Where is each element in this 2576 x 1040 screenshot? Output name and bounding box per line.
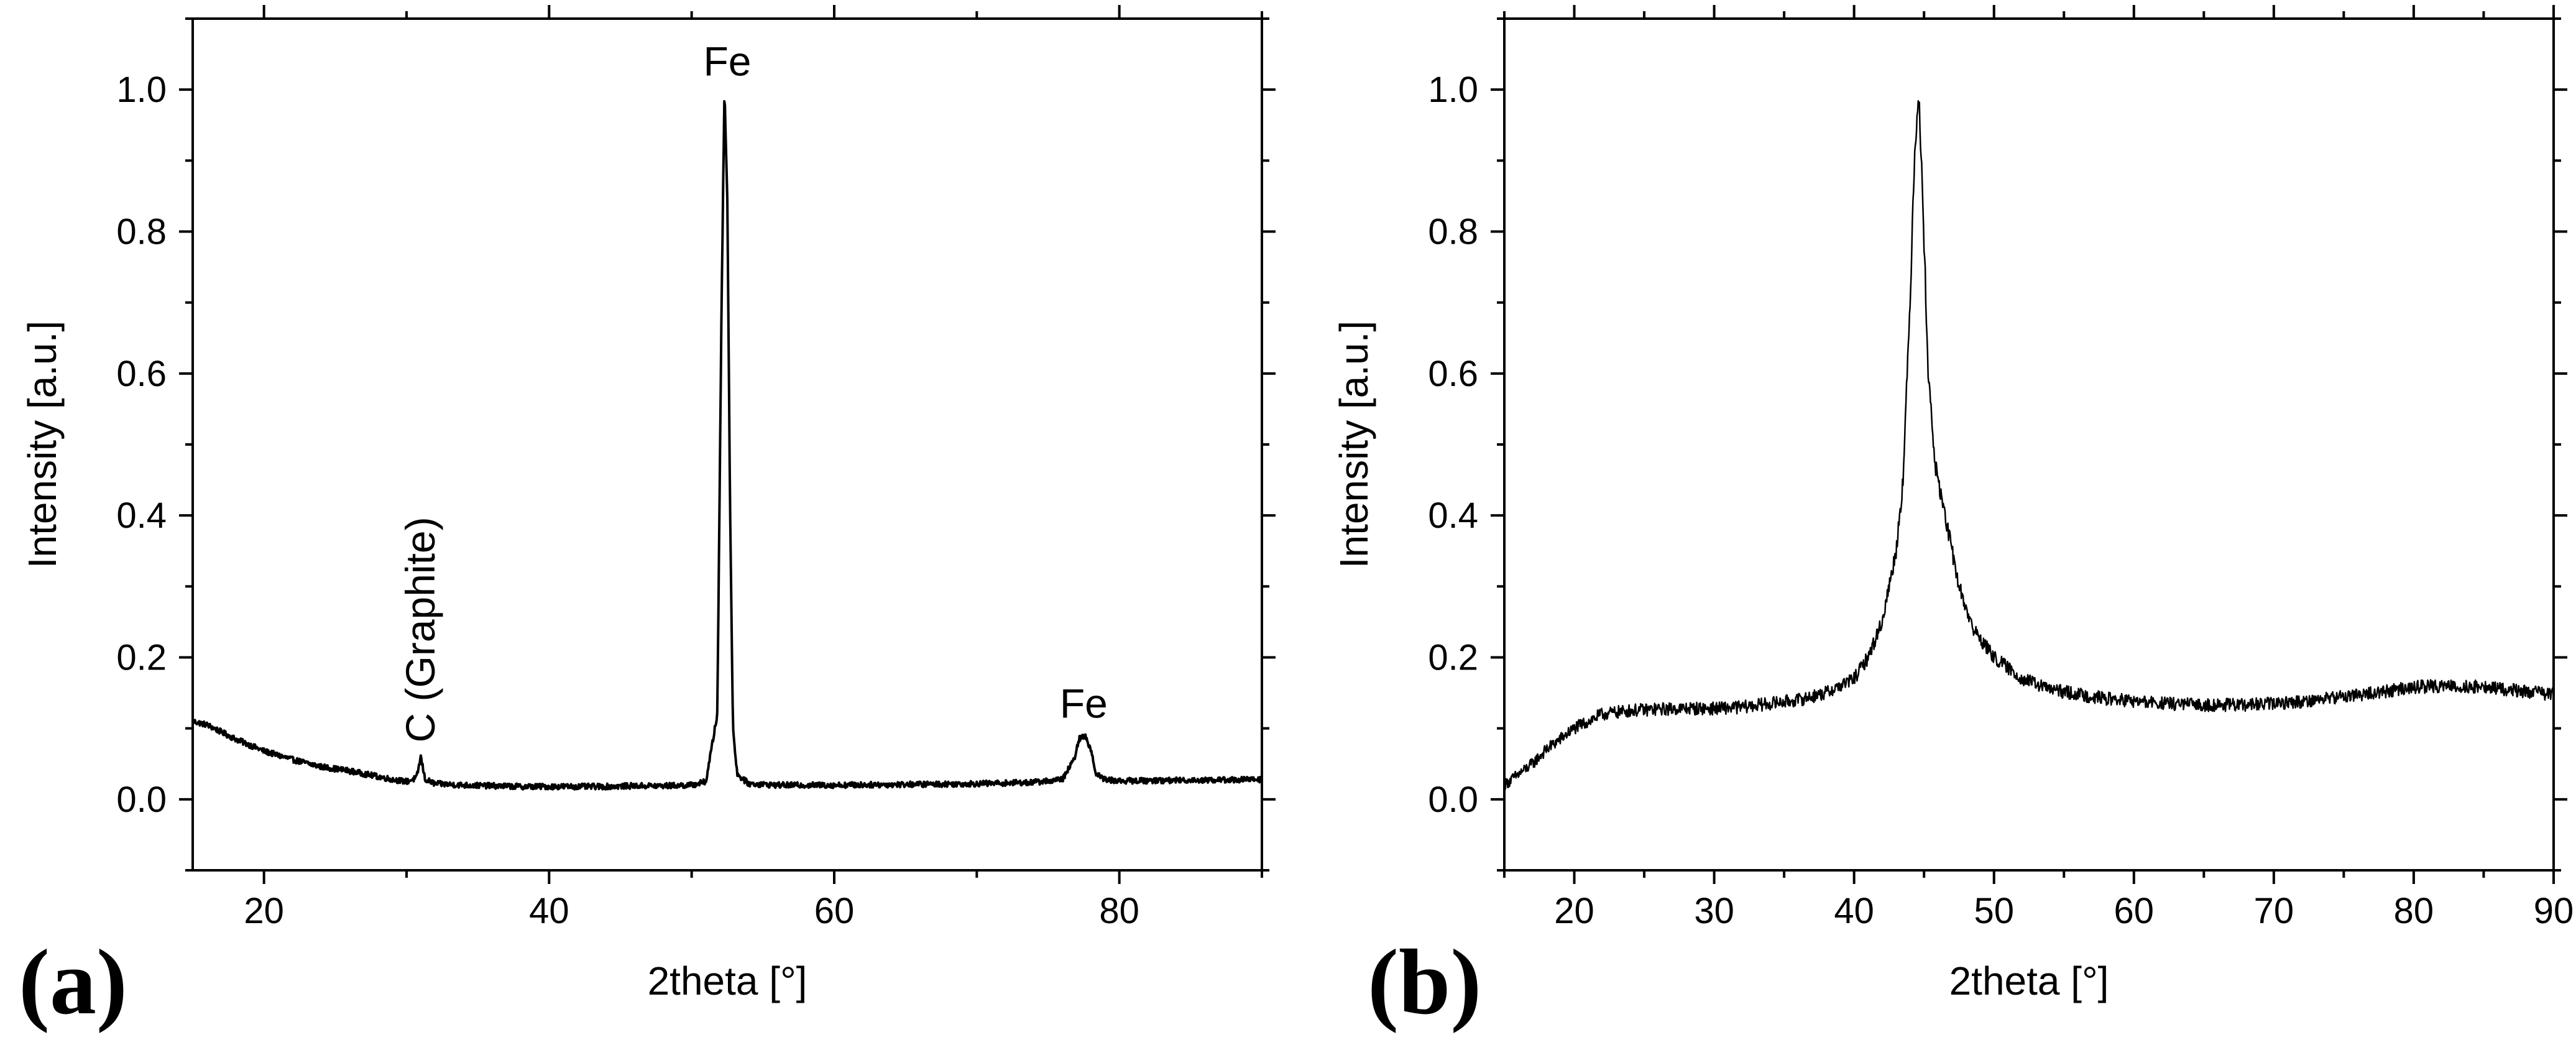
peak-annotation: C (Graphite)	[397, 517, 443, 742]
y-tick-label: 0.2	[116, 638, 167, 678]
x-tick-label: 20	[244, 891, 284, 931]
y-axis-title: Intensity [a.u.]	[20, 321, 65, 568]
panel-label: (b)	[1368, 931, 1481, 1034]
plot-frame	[191, 17, 1263, 872]
x-tick-label: 60	[2114, 891, 2155, 931]
x-axis-title: 2theta [°]	[648, 959, 807, 1003]
x-tick-label: 70	[2254, 891, 2294, 931]
y-axis-title: Intensity [a.u.]	[1332, 321, 1376, 568]
y-tick-label: 1.0	[1428, 70, 1478, 110]
y-tick-label: 0.6	[1428, 354, 1478, 394]
y-tick-label: 0.2	[1428, 638, 1478, 678]
peak-annotation: Fe	[1060, 681, 1108, 727]
y-tick-label: 0.6	[116, 354, 167, 394]
y-tick-label: 0.0	[116, 780, 167, 820]
x-tick-label: 60	[814, 891, 855, 931]
x-tick-label: 90	[2534, 891, 2574, 931]
x-tick-label: 40	[1834, 891, 1874, 931]
y-tick-label: 0.4	[1428, 495, 1478, 536]
x-tick-label: 80	[1099, 891, 1139, 931]
x-tick-label: 80	[2394, 891, 2434, 931]
panel-a: 0.0 0.2 0.4 0.6 0.8 1.0 20 40 60 80 2theta [°] Inte…	[19, 5, 1276, 1034]
plot-frame	[1503, 17, 2555, 872]
x-axis-title: 2theta [°]	[1949, 959, 2109, 1003]
series-line	[1503, 99, 2555, 791]
y-tick-label: 0.8	[1428, 212, 1478, 252]
y-tick-label: 0.8	[116, 212, 167, 252]
y-tick-label: 0.0	[1428, 780, 1478, 820]
y-tick-label: 1.0	[116, 70, 167, 110]
peak-annotation: Fe	[703, 38, 751, 84]
panel-label: (a)	[19, 931, 127, 1034]
x-tick-label: 20	[1554, 891, 1594, 931]
x-tick-label: 50	[1974, 891, 2014, 931]
x-tick-label: 40	[529, 891, 569, 931]
panel-b: 0.0 0.2 0.4 0.6 0.8 1.0 20 30 40 50 60 70 80 90 2theta…	[1332, 5, 2574, 1034]
x-tick-label: 30	[1694, 891, 1734, 931]
y-tick-label: 0.4	[116, 495, 167, 536]
series-line	[191, 100, 1263, 791]
